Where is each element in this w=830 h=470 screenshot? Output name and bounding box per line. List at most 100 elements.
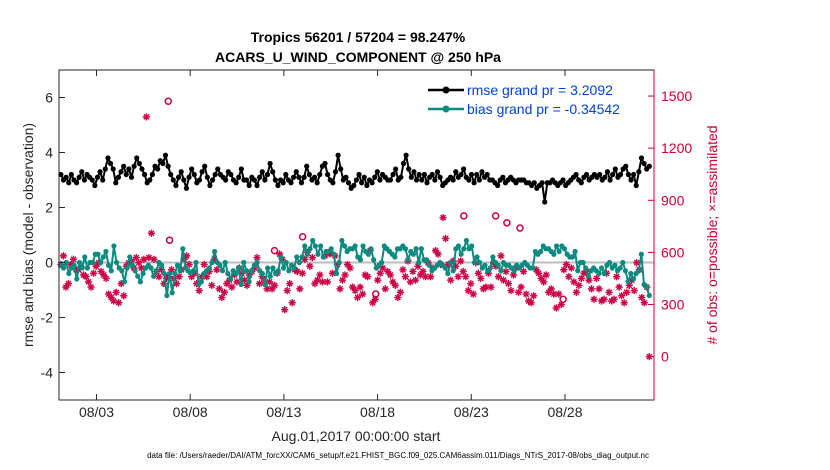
rmse-point	[374, 169, 380, 175]
rmse-point	[343, 174, 349, 180]
bias-point	[599, 265, 605, 271]
bias-point	[455, 243, 462, 249]
bias-point	[137, 279, 143, 285]
rmse-point	[351, 182, 357, 189]
bias-point	[490, 254, 496, 260]
obs-possible-point	[491, 212, 500, 220]
rmse-point	[531, 180, 537, 186]
rmse-point	[413, 177, 420, 183]
rmse-point	[359, 180, 365, 186]
rmse-point	[432, 177, 438, 183]
obs-assimilated-point	[354, 293, 362, 302]
obs-assimilated-point	[411, 276, 420, 284]
bias-point	[328, 246, 334, 252]
rmse-point	[317, 171, 323, 178]
obs-assimilated-point	[552, 304, 560, 312]
bias-point	[402, 246, 409, 252]
bias-point	[219, 268, 226, 274]
y2-tick-label: 600	[661, 244, 685, 260]
x-tick-label: 08/03	[79, 404, 114, 420]
bias-point	[278, 254, 284, 260]
bias-point	[357, 257, 363, 263]
obs-assimilated-point	[547, 285, 555, 293]
bias-point	[66, 270, 72, 277]
obs-assimilated-point	[271, 281, 279, 289]
obs-assimilated-point	[381, 285, 389, 293]
rmse-point	[353, 177, 360, 183]
bias-point	[498, 268, 504, 274]
rmse-point	[76, 174, 82, 180]
obs-assimilated-point	[399, 266, 407, 274]
bias-point	[413, 246, 419, 252]
chart-title: Tropics 56201 / 57204 = 98.247%	[251, 29, 466, 45]
obs-assimilated-point	[323, 278, 332, 286]
rmse-point	[186, 174, 192, 180]
legend-rmse-label: rmse grand pr = 3.2092	[467, 82, 613, 98]
obs-possible-point	[164, 97, 173, 106]
y2-tick-label: 900	[661, 192, 685, 208]
rmse-point	[411, 169, 417, 175]
bias-point	[530, 265, 536, 271]
rmse-point	[113, 180, 119, 186]
rmse-point	[228, 171, 234, 178]
bias-point	[447, 259, 454, 266]
bias-point	[556, 248, 562, 255]
bias-point	[135, 273, 141, 279]
obs-possible-point	[503, 219, 511, 227]
obs-assimilated-point	[434, 250, 442, 258]
rmse-point	[134, 155, 140, 161]
rmse-point	[162, 152, 169, 158]
rmse-point	[398, 174, 404, 180]
rmse-point	[298, 180, 305, 186]
rmse-point	[633, 182, 639, 189]
rmse-point	[128, 174, 135, 180]
bias-point	[580, 259, 586, 266]
rmse-point	[191, 171, 197, 178]
obs-assimilated-point	[633, 259, 641, 267]
obs-assimilated-point	[462, 273, 470, 281]
rmse-point	[458, 171, 464, 178]
rmse-point	[434, 169, 441, 175]
obs-assimilated-point	[318, 278, 327, 286]
rmse-point	[311, 174, 318, 180]
bias-point	[267, 273, 273, 279]
bias-point	[596, 270, 602, 277]
rmse-point	[450, 177, 456, 183]
obs-assimilated-point	[89, 269, 98, 277]
rmse-point	[73, 180, 80, 186]
bias-point	[100, 254, 106, 260]
obs-assimilated-point	[364, 273, 372, 281]
bias-point	[212, 248, 218, 255]
obs-assimilated-point	[82, 273, 90, 281]
bias-point	[299, 254, 305, 260]
rmse-point	[403, 152, 409, 158]
rmse-point	[66, 180, 72, 186]
rmse-point	[393, 166, 399, 172]
obs-assimilated-point	[487, 283, 495, 291]
bias-point	[217, 262, 223, 268]
rmse-point	[416, 171, 422, 178]
rmse-point	[236, 174, 242, 180]
rmse-point	[560, 177, 566, 183]
obs-assimilated-point	[605, 288, 613, 296]
obs-assimilated-point	[409, 267, 417, 276]
rmse-point	[262, 177, 268, 183]
bias-point	[368, 246, 374, 252]
y2-tick-label: 300	[661, 296, 685, 312]
obs-assimilated-point	[600, 295, 608, 303]
rmse-point	[424, 180, 430, 186]
bias-point	[283, 259, 289, 266]
rmse-point	[270, 169, 276, 175]
obs-assimilated-point	[338, 276, 347, 284]
rmse-point	[338, 166, 344, 172]
rmse-point	[102, 166, 108, 172]
rmse-point	[369, 180, 375, 186]
rmse-point	[484, 171, 490, 178]
obs-assimilated-point	[288, 299, 296, 307]
bias-point	[392, 254, 398, 260]
bias-point	[310, 237, 316, 244]
bias-point	[561, 246, 568, 252]
y2-tick-label: 1200	[661, 140, 692, 156]
bias-point	[246, 279, 252, 285]
bias-point	[410, 251, 417, 257]
